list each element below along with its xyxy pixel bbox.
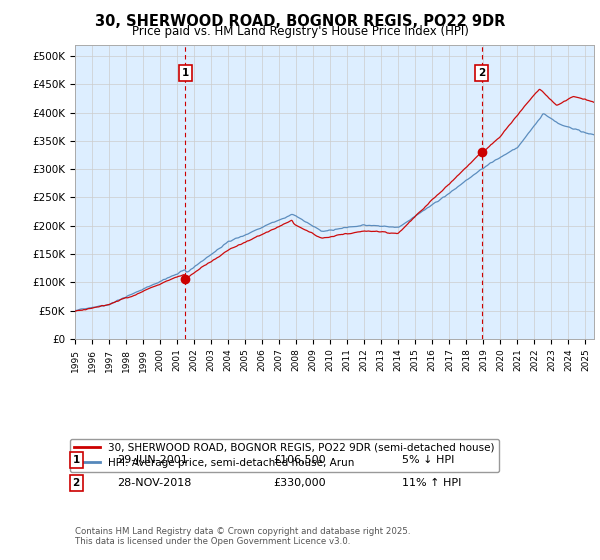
Text: 1: 1 <box>182 68 189 78</box>
Text: 2: 2 <box>73 478 80 488</box>
Text: £330,000: £330,000 <box>273 478 326 488</box>
Text: 1: 1 <box>73 455 80 465</box>
Text: Contains HM Land Registry data © Crown copyright and database right 2025.
This d: Contains HM Land Registry data © Crown c… <box>75 526 410 546</box>
Text: 28-NOV-2018: 28-NOV-2018 <box>117 478 191 488</box>
Text: 29-JUN-2001: 29-JUN-2001 <box>117 455 188 465</box>
Text: Price paid vs. HM Land Registry's House Price Index (HPI): Price paid vs. HM Land Registry's House … <box>131 25 469 38</box>
Text: £106,500: £106,500 <box>273 455 326 465</box>
Text: 2: 2 <box>478 68 485 78</box>
Legend: 30, SHERWOOD ROAD, BOGNOR REGIS, PO22 9DR (semi-detached house), HPI: Average pr: 30, SHERWOOD ROAD, BOGNOR REGIS, PO22 9D… <box>70 439 499 472</box>
Text: 30, SHERWOOD ROAD, BOGNOR REGIS, PO22 9DR: 30, SHERWOOD ROAD, BOGNOR REGIS, PO22 9D… <box>95 14 505 29</box>
Text: 11% ↑ HPI: 11% ↑ HPI <box>402 478 461 488</box>
Text: 5% ↓ HPI: 5% ↓ HPI <box>402 455 454 465</box>
